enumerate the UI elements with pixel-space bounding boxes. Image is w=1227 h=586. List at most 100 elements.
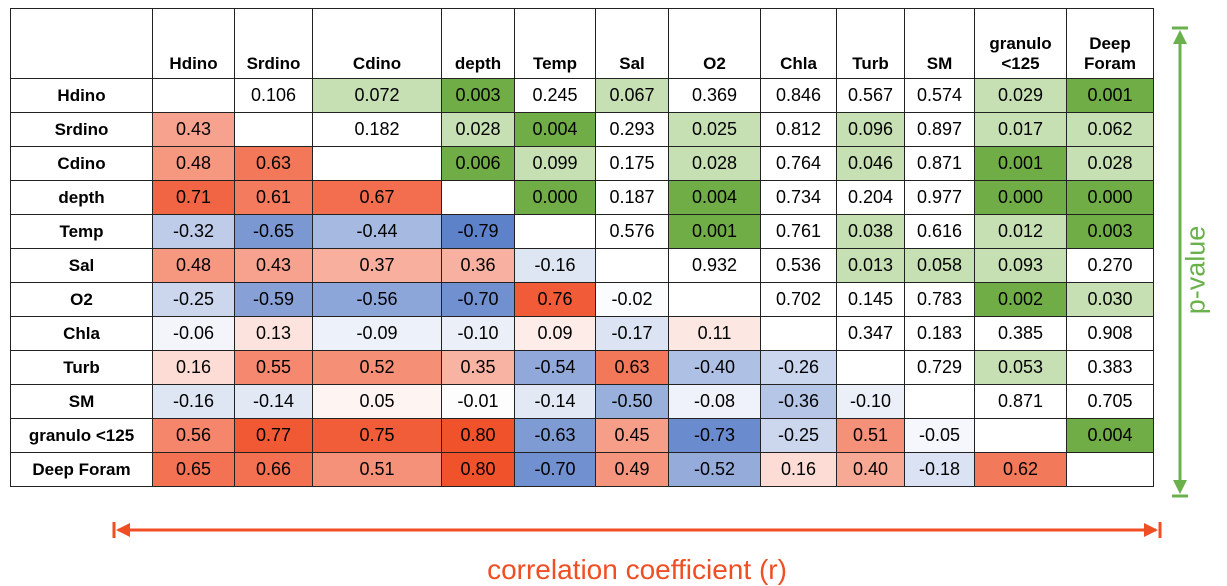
value-cell: 0.038 [836,214,905,249]
empty-cell [836,350,905,385]
correlation-label: correlation coefficient (r) [487,554,787,585]
value-cell: -0.32 [152,214,235,249]
row-label: depth [10,180,153,215]
column-header: Sal [595,8,669,79]
empty-cell [441,180,515,215]
row-label: Deep Foram [10,452,153,487]
value-cell: -0.25 [760,418,837,453]
table-row: Turb 0.16 0.55 0.52 0.35 -0.54 0.63 -0.40 -0.26 0… [10,350,1154,385]
row-label: Chla [10,316,153,351]
column-header: Chla [760,8,837,79]
value-cell: 0.40 [836,452,905,487]
table-row: Srdino 0.43 0.182 0.028 0.004 0.293 0.025 0.812… [10,112,1154,147]
value-cell: 0.013 [836,248,905,283]
empty-cell [234,112,313,147]
value-cell: 0.616 [904,214,975,249]
value-cell: 0.783 [904,282,975,317]
value-cell: -0.79 [441,214,515,249]
value-cell: 0.270 [1066,248,1154,283]
value-cell: 0.028 [1066,146,1154,181]
value-cell: 0.702 [760,282,837,317]
value-cell: 0.761 [760,214,837,249]
table-row: Sal 0.48 0.43 0.37 0.36 -0.16 0.932 0.536 0.013 0… [10,248,1154,283]
empty-cell [152,78,235,113]
value-cell: 0.006 [441,146,515,181]
row-label: Hdino [10,78,153,113]
value-cell: 0.058 [904,248,975,283]
value-cell: -0.01 [441,384,515,419]
row-label: Cdino [10,146,153,181]
value-cell: 0.11 [668,316,761,351]
column-header: Cdino [312,8,442,79]
table-row: Hdino 0.106 0.072 0.003 0.245 0.067 0.369 0.846… [10,78,1154,113]
column-header: depth [441,8,515,79]
value-cell: -0.59 [234,282,313,317]
column-header: Srdino [234,8,313,79]
row-label: SM [10,384,153,419]
value-cell: 0.43 [234,248,313,283]
table-row: Deep Foram 0.65 0.66 0.51 0.80 -0.70 0.49 -0.52… [10,452,1154,487]
value-cell: 0.43 [152,112,235,147]
value-cell: 0.45 [595,418,669,453]
value-cell: 0.145 [836,282,905,317]
value-cell: 0.36 [441,248,515,283]
value-cell: 0.183 [904,316,975,351]
value-cell: 0.932 [668,248,761,283]
value-cell: 0.000 [1066,180,1154,215]
value-cell: -0.70 [441,282,515,317]
value-cell: 0.072 [312,78,442,113]
value-cell: 0.80 [441,418,515,453]
value-cell: 0.000 [974,180,1067,215]
value-cell: 0.897 [904,112,975,147]
value-cell: 0.536 [760,248,837,283]
value-cell: -0.08 [668,384,761,419]
value-cell: 0.13 [234,316,313,351]
value-cell: 0.55 [234,350,313,385]
column-header: O2 [668,8,761,79]
value-cell: 0.37 [312,248,442,283]
value-cell: 0.77 [234,418,313,453]
value-cell: 0.067 [595,78,669,113]
column-header: SM [904,8,975,79]
value-cell: 0.65 [152,452,235,487]
table-row: Chla -0.06 0.13 -0.09 -0.10 0.09 -0.17 0.11 0.34… [10,316,1154,351]
row-label: Srdino [10,112,153,147]
value-cell: 0.000 [514,180,596,215]
empty-cell [974,418,1067,453]
value-cell: -0.70 [514,452,596,487]
table-row: Temp -0.32 -0.65 -0.44 -0.79 0.576 0.001 0.761 0… [10,214,1154,249]
value-cell: 0.029 [974,78,1067,113]
column-header: Temp [514,8,596,79]
value-cell: 0.383 [1066,350,1154,385]
table-row: Cdino 0.48 0.63 0.006 0.099 0.175 0.028 0.764 0.… [10,146,1154,181]
value-cell: 0.245 [514,78,596,113]
value-cell: -0.09 [312,316,442,351]
value-cell: -0.54 [514,350,596,385]
value-cell: 0.49 [595,452,669,487]
value-cell: 0.35 [441,350,515,385]
value-cell: 0.63 [595,350,669,385]
value-cell: 0.705 [1066,384,1154,419]
row-label: Turb [10,350,153,385]
value-cell: 0.75 [312,418,442,453]
empty-cell [904,384,975,419]
value-cell: 0.004 [1066,418,1154,453]
value-cell: 0.51 [836,418,905,453]
value-cell: 0.51 [312,452,442,487]
value-cell: 0.846 [760,78,837,113]
value-cell: -0.52 [668,452,761,487]
p-value-label: p-value [1180,225,1211,315]
value-cell: 0.48 [152,248,235,283]
value-cell: 0.182 [312,112,442,147]
value-cell: -0.63 [514,418,596,453]
table-row: SM -0.16 -0.14 0.05 -0.01 -0.14 -0.50 -0.08 -0.3… [10,384,1154,419]
value-cell: 0.734 [760,180,837,215]
value-cell: -0.40 [668,350,761,385]
value-cell: 0.046 [836,146,905,181]
empty-cell [760,316,837,351]
value-cell: 0.05 [312,384,442,419]
value-cell: 0.099 [514,146,596,181]
column-header: Deep Foram [1066,8,1154,79]
value-cell: 0.16 [760,452,837,487]
value-cell: -0.25 [152,282,235,317]
